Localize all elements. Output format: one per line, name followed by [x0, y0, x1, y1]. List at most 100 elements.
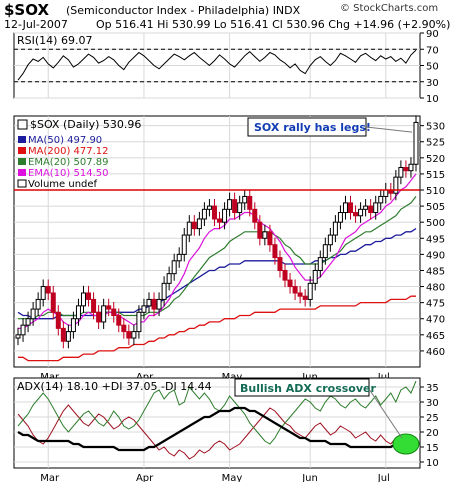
price-candle-body — [25, 318, 31, 326]
price-candle-body — [101, 305, 107, 323]
price-candle-body — [277, 257, 283, 271]
adx-month-label: Apr — [136, 473, 154, 482]
rsi-tick-label: 90 — [426, 29, 439, 40]
adx-month-label: Mar — [40, 473, 60, 482]
price-candle-body — [65, 331, 71, 342]
adx-month-label: Jul — [377, 473, 390, 482]
price-candle-body — [176, 253, 182, 262]
annotation-text: SOX rally has legs! — [254, 121, 371, 134]
rsi-label: RSI(14) 69.07 — [17, 34, 92, 47]
price-candle-body — [232, 199, 238, 214]
price-candle-body — [70, 318, 76, 333]
price-candle-body — [413, 121, 419, 165]
price-tick-label: 480 — [426, 283, 445, 294]
exchange-code: INDX — [272, 4, 301, 17]
price-candle-body — [136, 311, 142, 333]
adx-annotation-text: Bullish ADX crossover — [240, 382, 376, 395]
minus-di-line — [17, 404, 417, 460]
price-candle-body — [363, 205, 369, 210]
legend-swatch — [18, 158, 26, 165]
ma200-line — [18, 295, 416, 362]
price-tick-label: 515 — [426, 170, 445, 181]
price-candle-body — [15, 334, 21, 339]
price-candle-body — [247, 195, 253, 210]
price-candle-body — [327, 234, 333, 246]
price-tick-label: 530 — [426, 122, 445, 133]
legend-swatch — [18, 147, 26, 154]
price-candle-body — [156, 298, 162, 310]
adx-tick-label: 20 — [426, 428, 439, 439]
price-candle-body — [242, 195, 248, 204]
price-candle-body — [378, 195, 384, 204]
price-candle-body — [166, 273, 172, 284]
price-candle-body — [322, 244, 328, 259]
price-candle-body — [181, 234, 187, 255]
price-candle-body — [332, 221, 338, 236]
adx-month-label: Jun — [301, 473, 318, 482]
annotation-pointer — [365, 126, 413, 133]
price-candle-body — [358, 208, 364, 217]
candle-legend-icon — [17, 119, 28, 130]
price-tick-label: 495 — [426, 234, 445, 245]
legend-label: Volume undef — [28, 179, 98, 190]
price-candle-body — [186, 221, 192, 236]
price-tick-label: 525 — [426, 138, 445, 149]
price-candle-body — [121, 324, 127, 333]
adx-month-label: May — [222, 473, 243, 482]
price-candle-body — [75, 305, 81, 320]
legend-label: EMA(20) 507.89 — [28, 157, 108, 168]
price-candle-body — [35, 298, 41, 310]
plus-di-line — [17, 380, 417, 445]
price-tick-label: 470 — [426, 315, 445, 326]
price-candle-body — [20, 324, 26, 336]
price-candle-body — [237, 202, 243, 214]
price-candle-body — [312, 269, 318, 284]
price-candle-body — [171, 260, 177, 275]
adx-tick-label: 35 — [426, 383, 439, 394]
adx-tick-label: 15 — [426, 443, 439, 454]
price-candle-body — [50, 292, 56, 313]
price-candle-body — [408, 163, 414, 172]
price-candle-body — [403, 166, 409, 172]
adx-tick-label: 30 — [426, 398, 439, 409]
price-candle-body — [222, 208, 228, 223]
price-candle-body — [106, 305, 112, 310]
legend-label: EMA(10) 514.50 — [28, 168, 108, 179]
price-candle-body — [262, 231, 268, 239]
price-candle-body — [292, 286, 298, 294]
price-candle-body — [267, 231, 273, 246]
adx-tick-label: 25 — [426, 413, 439, 424]
price-candle-body — [80, 292, 86, 307]
price-candle-body — [353, 212, 359, 217]
adx-annotation-box — [234, 378, 370, 397]
adx-panel: 35 30 25 20 15 10 ADX(14) 18.10 +DI 37.05 -DI … — [13, 377, 439, 482]
price-candle-body — [201, 208, 207, 220]
price-candle-body — [227, 199, 233, 210]
price-candle-body — [40, 286, 46, 300]
price-candle-body — [151, 298, 157, 310]
adx-annotation-pointer — [368, 388, 403, 439]
rsi-tick-label: 50 — [426, 62, 439, 73]
legend-label: MA(200) 477.12 — [28, 146, 109, 157]
price-candle-body — [393, 176, 399, 194]
ohlc-summary: Op 516.41 Hi 530.99 Lo 516.41 Cl 530.96 … — [96, 18, 451, 31]
price-tick-label: 485 — [426, 266, 445, 277]
price-candle-body — [373, 202, 379, 214]
price-candle-body — [30, 308, 36, 320]
rsi-tick-label: 30 — [426, 78, 439, 89]
price-candle-body — [307, 282, 313, 300]
ema20-line — [18, 196, 417, 320]
price-panel-title: $SOX (Daily) 530.96 — [30, 118, 141, 131]
rsi-panel: 90 70 50 30 10 RSI(14) 69.07 — [13, 29, 439, 105]
index-name-text: (Semiconductor Index - Philadelphia) — [66, 4, 270, 17]
ema10-line — [18, 173, 417, 329]
price-candle-body — [342, 202, 348, 214]
price-candle-body — [272, 244, 278, 259]
legend-swatch — [18, 169, 26, 176]
chart-index-name: (Semiconductor Index - Philadelphia) IND… — [66, 4, 300, 17]
price-tick-label: 510 — [426, 186, 445, 197]
price-candle-body — [337, 212, 343, 223]
price-candle-body — [348, 202, 354, 214]
price-candle-body — [257, 221, 263, 239]
adx-tick-label: 10 — [426, 458, 439, 469]
